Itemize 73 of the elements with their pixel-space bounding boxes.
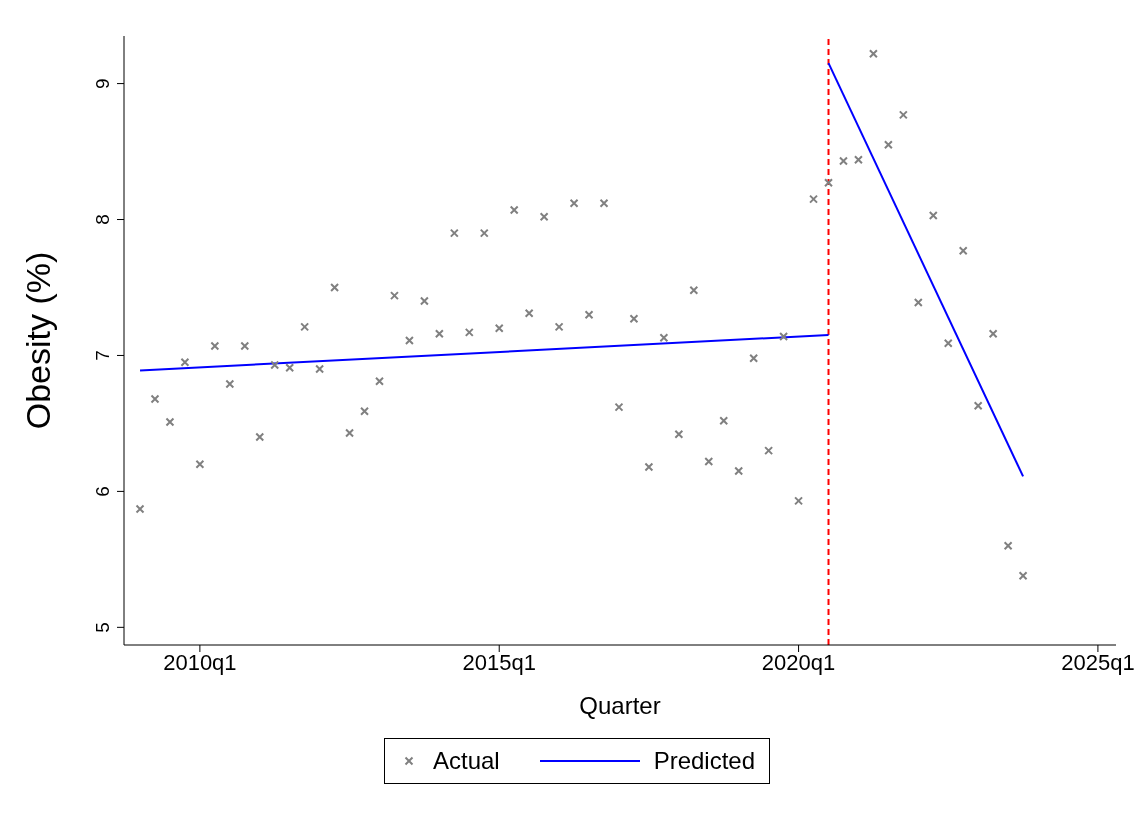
legend-label: Actual	[432, 747, 500, 775]
point	[195, 459, 205, 469]
point	[494, 323, 504, 333]
y-axis-title: Obesity (%)	[19, 251, 58, 430]
point	[943, 338, 953, 348]
point	[360, 406, 370, 416]
point	[180, 357, 190, 367]
point	[165, 417, 175, 427]
point	[554, 322, 564, 332]
point	[958, 246, 968, 256]
point	[315, 364, 325, 374]
point	[913, 297, 923, 307]
point	[764, 446, 774, 456]
y-tick-label: 8	[92, 214, 113, 225]
point	[704, 456, 714, 466]
point	[794, 496, 804, 506]
point	[419, 296, 429, 306]
point	[644, 462, 654, 472]
point	[225, 379, 235, 389]
point	[749, 353, 759, 363]
point	[898, 110, 908, 120]
point	[434, 329, 444, 339]
y-tick-label: 9	[92, 78, 113, 89]
point	[838, 156, 848, 166]
y-tick-label: 5	[92, 622, 113, 633]
point	[479, 228, 489, 238]
point	[374, 376, 384, 386]
point	[659, 333, 669, 343]
point	[614, 402, 624, 412]
point	[928, 210, 938, 220]
point	[509, 205, 519, 215]
point	[389, 291, 399, 301]
point	[449, 228, 459, 238]
point	[150, 394, 160, 404]
point	[868, 49, 878, 59]
y-tick-label: 6	[92, 486, 113, 497]
point	[524, 308, 534, 318]
x-tick-label: 2010q1	[163, 649, 237, 675]
point	[824, 178, 834, 188]
point	[883, 140, 893, 150]
point	[719, 416, 729, 426]
point	[689, 285, 699, 295]
x-axis-title: Quarter	[579, 692, 661, 719]
point	[210, 341, 220, 351]
point	[300, 322, 310, 332]
point	[629, 314, 639, 324]
point	[569, 198, 579, 208]
point	[330, 282, 340, 292]
point	[599, 198, 609, 208]
x-tick-label: 2015q1	[462, 649, 536, 675]
point	[734, 466, 744, 476]
x-tick-label: 2025q1	[1061, 649, 1135, 675]
point	[779, 331, 789, 341]
point	[255, 432, 265, 442]
point	[1018, 571, 1028, 581]
point	[539, 212, 549, 222]
point	[674, 429, 684, 439]
point	[345, 428, 355, 438]
point	[240, 341, 250, 351]
point	[464, 327, 474, 337]
point	[135, 504, 145, 514]
point	[988, 329, 998, 339]
point	[584, 310, 594, 320]
point	[1003, 541, 1013, 551]
point	[853, 155, 863, 165]
x-tick-label: 2020q1	[761, 649, 836, 675]
legend-label: Predicted	[653, 747, 756, 775]
y-tick-label: 7	[92, 350, 113, 361]
point	[285, 363, 295, 373]
point	[404, 336, 414, 345]
point	[270, 360, 280, 370]
point	[809, 194, 819, 204]
point	[973, 401, 983, 411]
